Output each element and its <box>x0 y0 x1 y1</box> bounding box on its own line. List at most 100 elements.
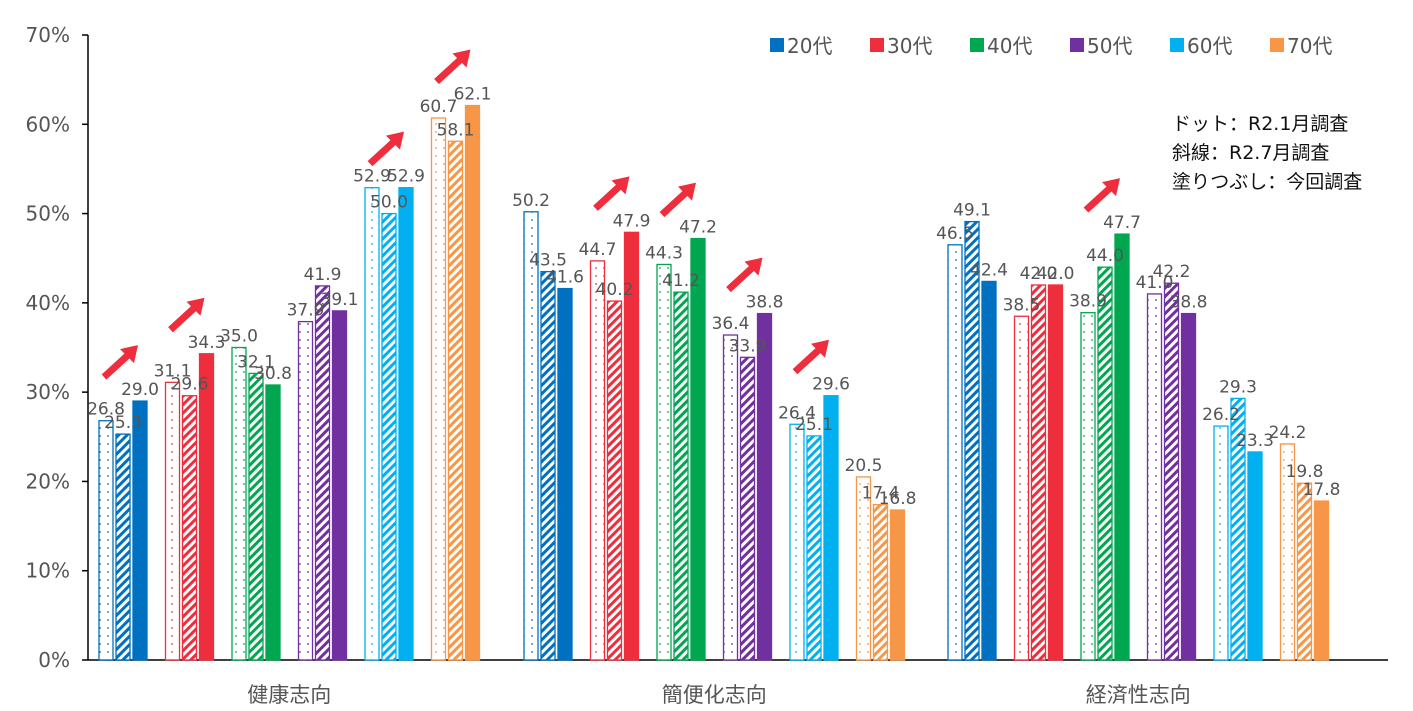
y-tick-label: 50% <box>26 202 70 226</box>
data-label: 17.4 <box>862 484 900 504</box>
bar <box>115 433 131 661</box>
bar <box>1030 284 1047 661</box>
bar <box>1247 451 1263 661</box>
legend: 20代 30代 40代 50代 60代 70代 <box>770 34 1332 58</box>
bar <box>947 244 963 661</box>
trend-arrow-icon <box>168 297 205 333</box>
data-label: 35.0 <box>220 327 258 347</box>
data-label: 24.2 <box>1269 423 1307 443</box>
bar <box>889 509 906 661</box>
data-labels: 26.825.329.031.129.634.335.032.130.837.9… <box>87 85 1340 509</box>
data-label: 29.6 <box>171 375 209 395</box>
data-label: 42.2 <box>1153 262 1191 282</box>
bar <box>248 372 264 661</box>
legend-swatch <box>1070 38 1084 52</box>
axes: 0% 10% 20% 30% 40% 50% 60% 70% 健康志向 簡便化志向 経済性志向 <box>26 23 1388 707</box>
data-label: 42.0 <box>1020 264 1058 284</box>
data-label: 46.5 <box>936 224 974 244</box>
legend-swatch <box>1170 38 1184 52</box>
bar <box>98 420 114 661</box>
bar <box>1080 312 1096 661</box>
data-label: 26.8 <box>87 400 125 420</box>
data-label: 42.4 <box>970 260 1008 280</box>
trend-arrow-icon <box>593 176 630 211</box>
bar <box>623 231 640 661</box>
bar <box>398 187 414 661</box>
legend-item: 40代 <box>970 34 1032 58</box>
trend-arrow-icon <box>1083 178 1120 213</box>
y-tick-label: 30% <box>26 380 70 404</box>
bar <box>872 503 889 661</box>
data-label: 16.8 <box>879 489 917 509</box>
legend-label: 30代 <box>887 34 932 58</box>
bars <box>98 104 1330 661</box>
data-label: 62.1 <box>454 85 492 105</box>
bar <box>132 400 148 661</box>
bar <box>1146 293 1163 661</box>
y-tick-label: 70% <box>26 23 70 47</box>
bar <box>523 211 539 661</box>
bar <box>739 356 756 661</box>
data-label: 47.9 <box>613 211 651 231</box>
trend-arrow-icon <box>101 345 138 380</box>
data-label: 29.6 <box>812 375 850 395</box>
bar <box>364 187 380 661</box>
y-tick-label: 0% <box>38 648 70 672</box>
data-label: 37.9 <box>287 301 325 321</box>
bar <box>231 346 247 661</box>
bar <box>964 220 980 661</box>
data-label: 41.2 <box>662 271 700 291</box>
legend-label: 50代 <box>1087 34 1132 58</box>
bar <box>540 270 556 661</box>
bar <box>1279 443 1296 661</box>
data-label: 30.8 <box>254 364 292 384</box>
data-label: 34.3 <box>188 333 226 353</box>
legend-label: 60代 <box>1187 34 1232 58</box>
y-tick-label: 40% <box>26 291 70 315</box>
bar <box>589 260 606 661</box>
data-label: 25.3 <box>104 413 142 433</box>
bar <box>722 334 739 661</box>
bar <box>464 104 481 661</box>
bar <box>181 395 198 661</box>
bar <box>1013 315 1030 661</box>
data-label: 38.8 <box>1170 293 1208 313</box>
data-label: 40.2 <box>596 280 634 300</box>
data-label: 31.1 <box>154 361 192 381</box>
legend-item: 20代 <box>770 34 832 58</box>
data-label: 23.3 <box>1236 431 1274 451</box>
bar <box>265 384 281 661</box>
legend-swatch <box>770 38 784 52</box>
data-label: 39.1 <box>321 290 359 310</box>
data-label: 44.3 <box>645 243 683 263</box>
legend-label: 70代 <box>1287 34 1332 58</box>
data-label: 41.6 <box>546 268 584 288</box>
bar <box>1230 397 1246 661</box>
y-tick-label: 60% <box>26 112 70 136</box>
data-label: 47.2 <box>679 218 717 238</box>
bar <box>1114 233 1130 661</box>
bar <box>447 140 464 661</box>
data-label: 20.5 <box>845 456 883 476</box>
bar <box>806 435 822 661</box>
category-label: 健康志向 <box>247 683 331 707</box>
data-label: 19.8 <box>1286 462 1324 482</box>
data-label: 25.1 <box>795 415 833 435</box>
data-label: 33.9 <box>729 336 767 356</box>
category-label: 経済性志向 <box>1086 683 1191 707</box>
trend-arrow-icon <box>367 131 404 167</box>
data-label: 52.9 <box>353 167 391 187</box>
data-label: 17.8 <box>1303 480 1341 500</box>
bar <box>756 312 773 661</box>
bar <box>981 280 997 661</box>
data-label: 38.5 <box>1003 295 1041 315</box>
y-tick-label: 10% <box>26 559 70 583</box>
trend-arrow-icon <box>659 182 696 218</box>
legend-item: 70代 <box>1270 34 1332 58</box>
bar <box>855 476 872 661</box>
bar <box>297 320 314 661</box>
data-label: 36.4 <box>712 314 750 334</box>
